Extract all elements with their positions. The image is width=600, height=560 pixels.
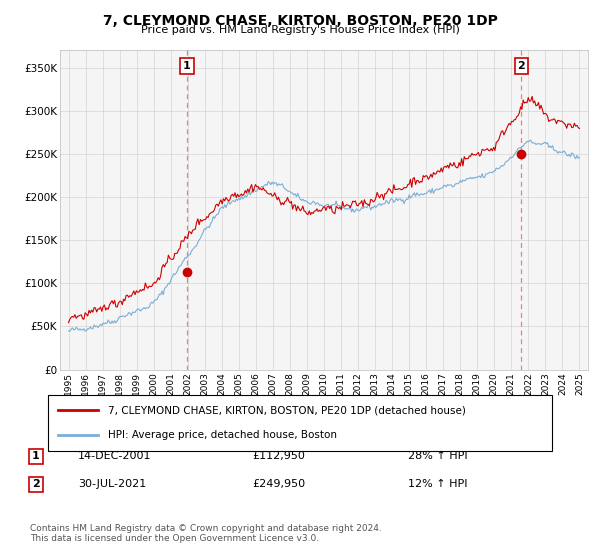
- Text: 14-DEC-2001: 14-DEC-2001: [78, 451, 151, 461]
- Text: 30-JUL-2021: 30-JUL-2021: [78, 479, 146, 489]
- Text: Price paid vs. HM Land Registry's House Price Index (HPI): Price paid vs. HM Land Registry's House …: [140, 25, 460, 35]
- Text: 7, CLEYMOND CHASE, KIRTON, BOSTON, PE20 1DP: 7, CLEYMOND CHASE, KIRTON, BOSTON, PE20 …: [103, 14, 497, 28]
- Text: 2: 2: [32, 479, 40, 489]
- Text: 7, CLEYMOND CHASE, KIRTON, BOSTON, PE20 1DP (detached house): 7, CLEYMOND CHASE, KIRTON, BOSTON, PE20 …: [109, 405, 466, 416]
- Text: Contains HM Land Registry data © Crown copyright and database right 2024.
This d: Contains HM Land Registry data © Crown c…: [30, 524, 382, 543]
- Text: 1: 1: [183, 61, 191, 71]
- FancyBboxPatch shape: [48, 395, 552, 451]
- Text: 28% ↑ HPI: 28% ↑ HPI: [408, 451, 467, 461]
- Text: £249,950: £249,950: [252, 479, 305, 489]
- Text: 1: 1: [32, 451, 40, 461]
- Text: 12% ↑ HPI: 12% ↑ HPI: [408, 479, 467, 489]
- Text: £112,950: £112,950: [252, 451, 305, 461]
- Text: 2: 2: [517, 61, 525, 71]
- Text: HPI: Average price, detached house, Boston: HPI: Average price, detached house, Bost…: [109, 430, 337, 440]
